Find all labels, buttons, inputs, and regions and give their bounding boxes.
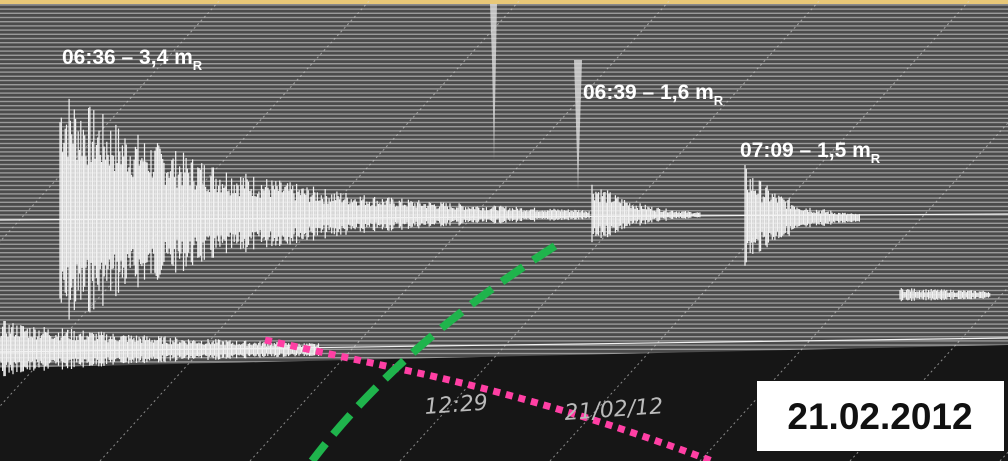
event-label: 07:09 – 1,5 mR [740,139,881,166]
label-subscript: R [193,58,203,73]
handwritten-time: 12:29 [424,391,489,420]
label-text: 06:36 – 3,4 m [62,46,193,69]
label-text: 07:09 – 1,5 m [740,139,871,162]
event-label: 06:36 – 3,4 mR [62,46,203,73]
date-text: 21.02.2012 [787,396,972,437]
label-subscript: R [871,151,881,166]
page: 06:36 – 3,4 mR 06:39 – 1,6 mR 07:09 – 1,… [0,0,1008,461]
label-text: 06:39 – 1,6 m [583,81,714,104]
seismogram-photo: 06:36 – 3,4 mR 06:39 – 1,6 mR 07:09 – 1,… [0,0,1008,461]
event-label: 06:39 – 1,6 mR [583,81,724,108]
label-subscript: R [714,93,724,108]
top-edge [0,0,1008,4]
